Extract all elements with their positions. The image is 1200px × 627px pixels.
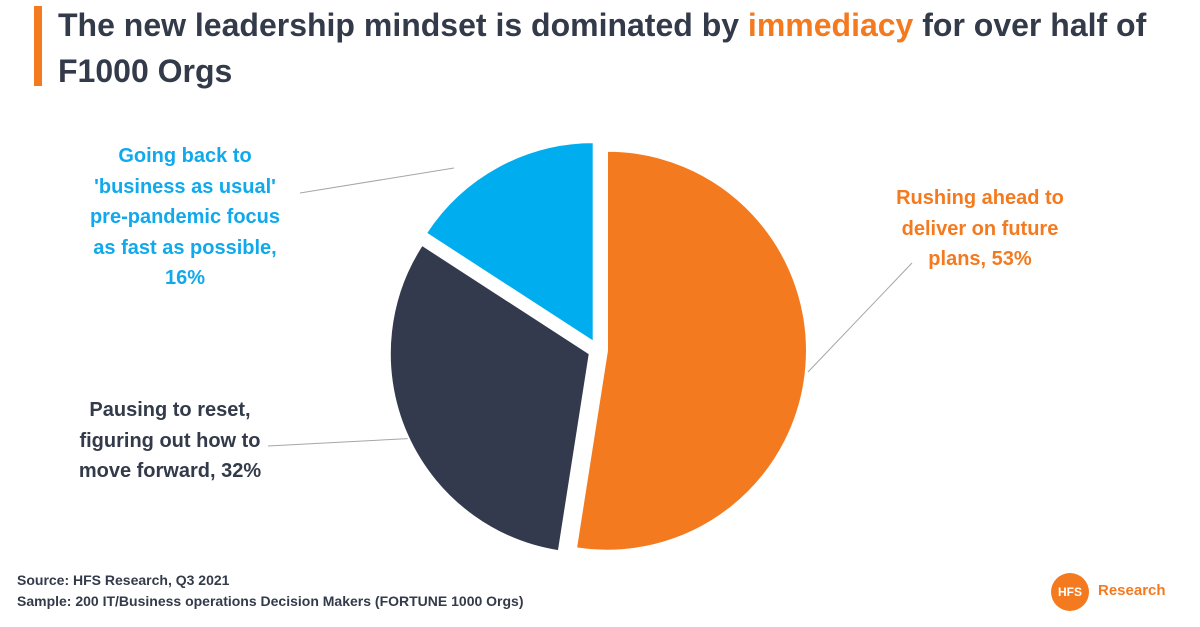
hfs-logo: HFS Research — [1051, 573, 1181, 611]
label-line: move forward, 32% — [78, 460, 262, 482]
pie-slice-pausing — [388, 243, 591, 553]
label-line: Rushing ahead to — [896, 187, 1064, 209]
leader-line-rushing-ahead — [807, 262, 913, 373]
title-accent-bar — [34, 6, 42, 86]
logo-mark: HFS — [1051, 573, 1089, 611]
label-line: Pausing to reset, — [89, 399, 251, 421]
title-text-start: The new leadership mindset is dominated … — [58, 7, 748, 43]
pie-slice-going-back — [424, 141, 595, 344]
chart-footer: Source: HFS Research, Q3 2021 Sample: 20… — [17, 570, 524, 612]
slice-label-going-back: Going back to 'business as usual' pre-pa… — [70, 141, 300, 294]
leader-line-pausing — [267, 437, 421, 447]
label-line: figuring out how to — [79, 429, 261, 452]
page-title: The new leadership mindset is dominated … — [58, 2, 1178, 94]
label-line: 'business as usual' — [94, 175, 276, 198]
label-line: deliver on future — [901, 217, 1059, 240]
label-line: plans, 53% — [928, 248, 1032, 270]
label-line: 16% — [164, 267, 206, 289]
sample-note: Sample: 200 IT/Business operations Decis… — [17, 593, 524, 609]
title-highlight: immediacy — [747, 7, 914, 43]
label-leader-lines — [267, 167, 913, 447]
label-line: pre-pandemic focus — [89, 206, 281, 228]
source-note: Source: HFS Research, Q3 2021 — [17, 572, 230, 588]
label-line: Going back to — [118, 145, 252, 167]
slice-label-pausing: Pausing to reset, figuring out how to mo… — [45, 395, 295, 487]
leader-line-going-back — [299, 167, 455, 194]
logo-text: Research — [1098, 582, 1166, 599]
label-line: as fast as possible, — [93, 236, 277, 259]
pie-slices — [388, 141, 808, 553]
slice-label-rushing-ahead: Rushing ahead to deliver on future plans… — [855, 183, 1105, 275]
title-text-end: for over half of F1000 Orgs — [58, 7, 1147, 89]
pie-slice-rushing-ahead — [574, 149, 808, 552]
